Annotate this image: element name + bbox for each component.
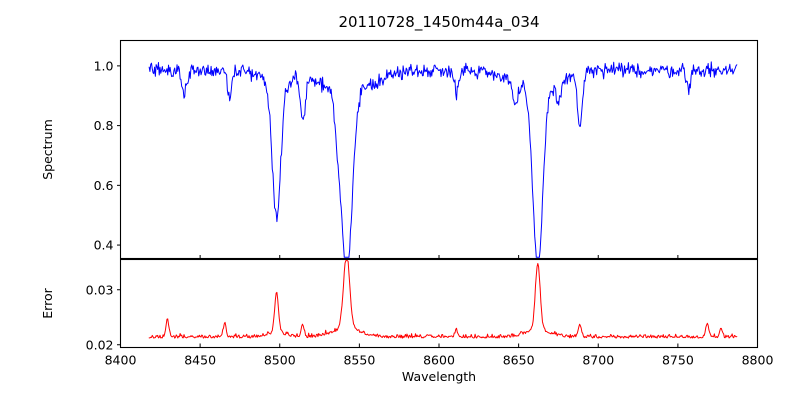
error-y-tick-label: 0.03 [86, 282, 114, 297]
x-tick-label: 8650 [503, 353, 535, 368]
x-tick-label: 8450 [184, 353, 216, 368]
spectrum-y-tick-label: 0.6 [94, 178, 114, 193]
x-tick-label: 8400 [105, 353, 137, 368]
error-y-tick-label: 0.02 [86, 337, 114, 352]
x-tick-label: 8750 [662, 353, 694, 368]
error-series [148, 260, 738, 339]
spectrum-y-tick-label: 0.8 [94, 118, 114, 133]
error-y-axis-label: Error [40, 287, 55, 318]
spectrum-series [148, 61, 738, 258]
x-axis-label: Wavelength [402, 369, 476, 384]
x-tick-label: 8700 [582, 353, 614, 368]
error-panel-frame [119, 258, 759, 349]
x-tick-label: 8800 [742, 353, 774, 368]
chart-title: 20110728_1450m44a_034 [338, 13, 539, 32]
spectrum-y-axis-label: Spectrum [40, 119, 55, 180]
spectrum-y-tick-label: 1.0 [94, 58, 114, 73]
x-tick-label: 8550 [343, 353, 375, 368]
x-tick-label: 8600 [423, 353, 455, 368]
x-tick-label: 8500 [264, 353, 296, 368]
spectrum-y-tick-label: 0.4 [94, 238, 114, 253]
